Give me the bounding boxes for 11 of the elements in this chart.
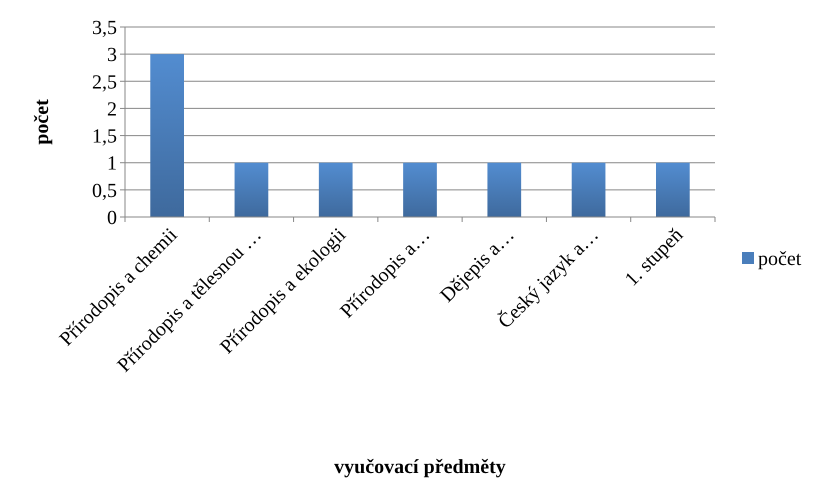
y-tick-label: 2,5 (92, 71, 117, 94)
y-axis-title: počet (31, 98, 53, 145)
y-tick-label: 2 (107, 98, 117, 120)
y-tick-label: 1,5 (92, 126, 117, 148)
legend-label: počet (758, 248, 802, 270)
y-tick-label: 3 (107, 44, 117, 66)
y-tick-label: 0 (107, 207, 117, 229)
y-tick-label: 3,5 (92, 17, 117, 39)
x-axis-title: vyučovací předměty (334, 456, 506, 478)
y-tick-label: 1 (107, 152, 117, 175)
y-tick-label: 0,5 (92, 180, 117, 202)
